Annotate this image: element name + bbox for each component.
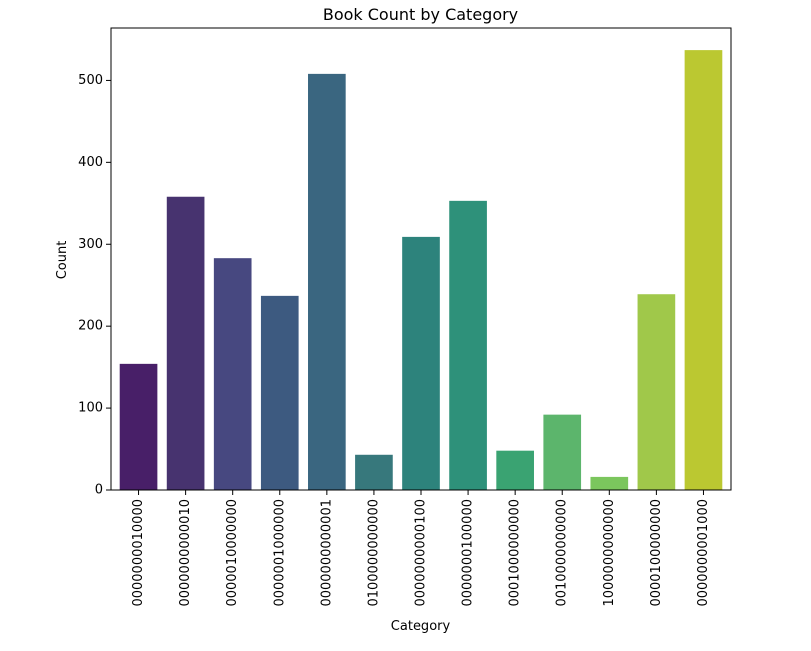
y-tick-label: 0: [95, 483, 103, 498]
x-axis-label: Category: [391, 619, 451, 634]
bar-0000000100000: [449, 200, 487, 490]
x-tick-label: 0001000000000: [508, 499, 523, 607]
x-tick-label: 0000000000001: [319, 499, 334, 607]
y-tick-label: 300: [78, 237, 103, 252]
chart-title: Book Count by Category: [323, 5, 518, 24]
bar-0010000000000: [543, 414, 582, 490]
x-tick-label: 1000000000000: [602, 499, 617, 607]
bar-0001000000000: [496, 450, 534, 490]
y-axis-label: Count: [55, 241, 70, 280]
bar-0000000000010: [166, 196, 205, 490]
x-ticks-group: 0000000010000 0000000000010 0000010000000 0…: [131, 490, 711, 607]
bar-0100000000000: [355, 454, 393, 490]
bar-0000100000000: [637, 294, 676, 490]
y-ticks-group: 0 100 200 300 400 500: [78, 73, 111, 498]
x-tick-label: 0010000000000: [555, 499, 570, 607]
bars-group: [119, 50, 723, 491]
y-tick-label: 400: [78, 155, 103, 170]
bar-0000010000000: [213, 258, 252, 490]
x-tick-label: 0000000001000: [696, 499, 711, 607]
bar-0000000000100: [402, 236, 440, 490]
x-tick-label: 0000000010000: [131, 499, 146, 607]
plot-frame: [110, 27, 732, 491]
y-tick-label: 500: [78, 73, 103, 88]
y-tick-label: 100: [78, 401, 103, 416]
x-tick-label: 0000000000010: [178, 499, 193, 607]
bar-1000000000000: [590, 476, 629, 490]
x-tick-label: 0000000100000: [461, 499, 476, 607]
bar-0000000010000: [119, 363, 158, 490]
y-tick-label: 200: [78, 319, 103, 334]
bar-0000000000001: [308, 73, 346, 490]
x-tick-label: 0000100000000: [649, 499, 664, 607]
x-tick-label: 0000001000000: [272, 499, 287, 607]
x-tick-label: 0000000000100: [414, 499, 429, 607]
bar-0000001000000: [260, 295, 299, 490]
bar-0000000001000: [684, 50, 723, 491]
x-tick-label: 0000010000000: [225, 499, 240, 607]
x-tick-label: 0100000000000: [366, 499, 381, 607]
